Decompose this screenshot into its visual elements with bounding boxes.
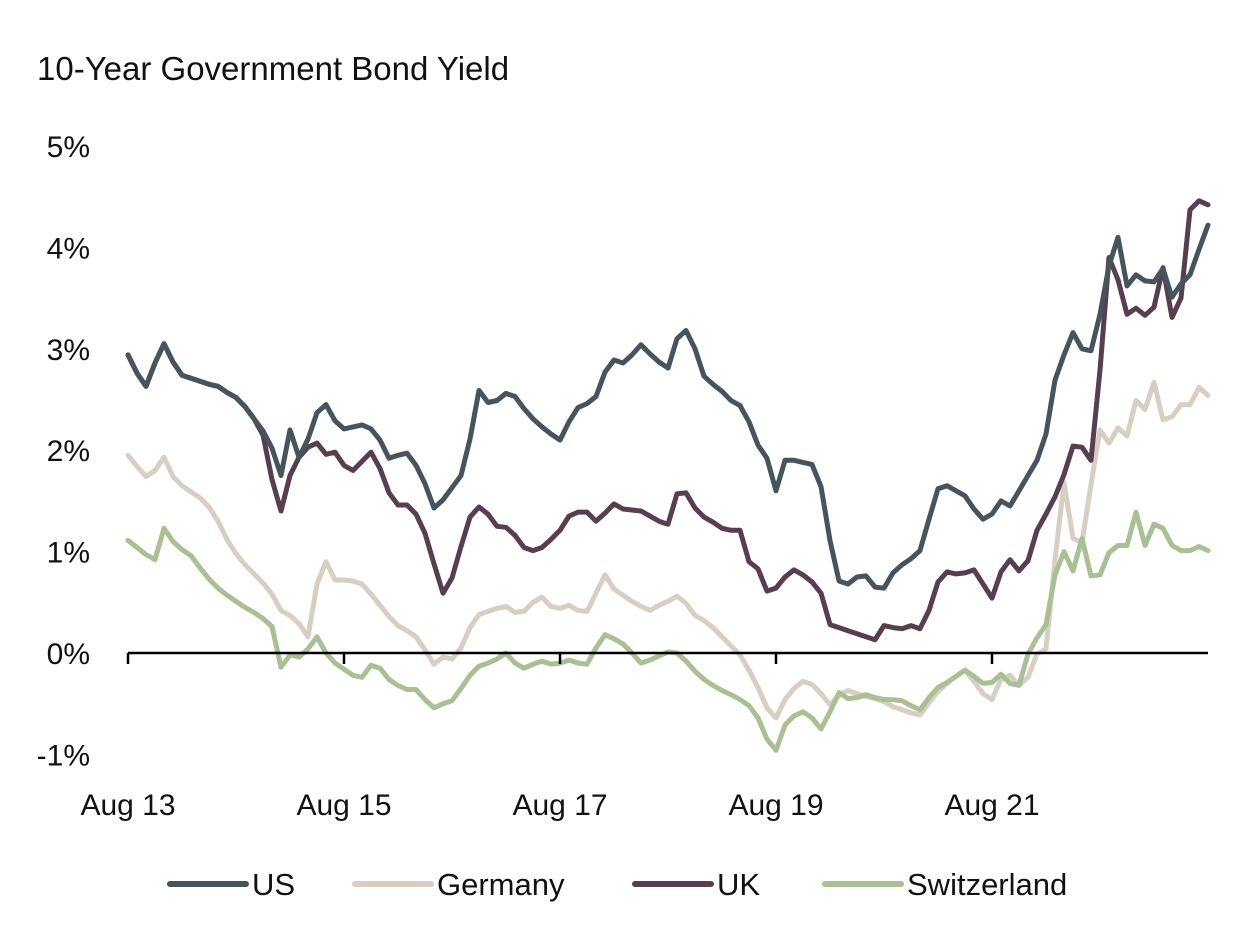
series-line-germany [125, 379, 1211, 721]
legend-item-germany: Germany [352, 867, 565, 902]
y-tick-label: 4% [47, 232, 90, 265]
y-tick-label: -1% [37, 739, 90, 772]
x-tick-label: Aug 21 [944, 789, 1039, 822]
x-tick-label: Aug 17 [512, 789, 607, 822]
legend-label: US [252, 867, 295, 902]
y-tick-label: 5% [47, 131, 90, 164]
legend-item-switzerland: Switzerland [822, 867, 1067, 902]
legend-label: Germany [437, 867, 565, 902]
y-tick-label: 3% [47, 334, 90, 367]
legend-item-us: US [167, 867, 295, 902]
y-tick-label: 2% [47, 435, 90, 468]
y-axis: 5% 4% 3% 2% 1% 0% -1% [37, 131, 90, 772]
series-lines [125, 198, 1211, 753]
legend: US Germany UK Switzerland [167, 867, 1067, 902]
y-tick-label: 1% [47, 537, 90, 570]
x-tick-label: Aug 15 [296, 789, 391, 822]
x-tick-label: Aug 13 [80, 789, 175, 822]
y-tick-label: 0% [47, 638, 90, 671]
chart-title: 10-Year Government Bond Yield [37, 50, 509, 87]
legend-item-uk: UK [632, 867, 760, 902]
series-line-us [125, 222, 1211, 591]
legend-label: Switzerland [907, 867, 1067, 902]
x-axis: Aug 13 Aug 15 Aug 17 Aug 19 Aug 21 [80, 651, 1208, 822]
series-line-uk [125, 198, 1211, 643]
x-tick-label: Aug 19 [728, 789, 823, 822]
legend-label: UK [717, 867, 760, 902]
